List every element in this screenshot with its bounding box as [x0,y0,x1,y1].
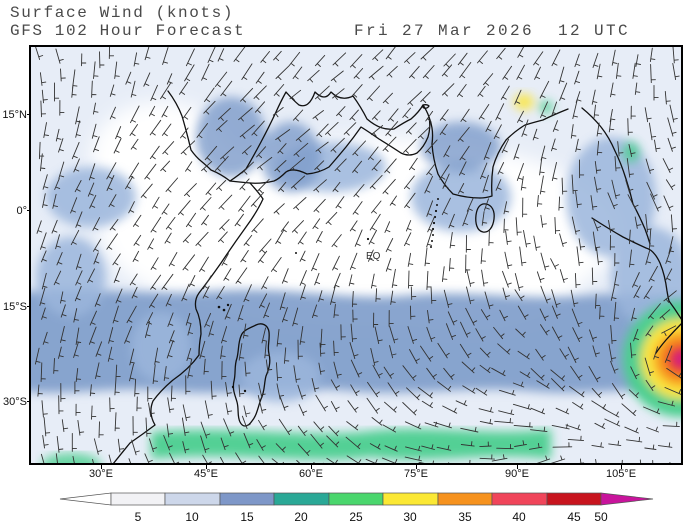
svg-text:5: 5 [135,510,142,524]
svg-text:35: 35 [458,510,472,524]
svg-text:30: 30 [403,510,417,524]
svg-text:10: 10 [185,510,199,524]
svg-text:40: 40 [512,510,526,524]
svg-text:25: 25 [349,510,363,524]
svg-text:50: 50 [594,510,608,524]
svg-text:20: 20 [294,510,308,524]
svg-text:15: 15 [240,510,254,524]
svg-text:45: 45 [567,510,581,524]
